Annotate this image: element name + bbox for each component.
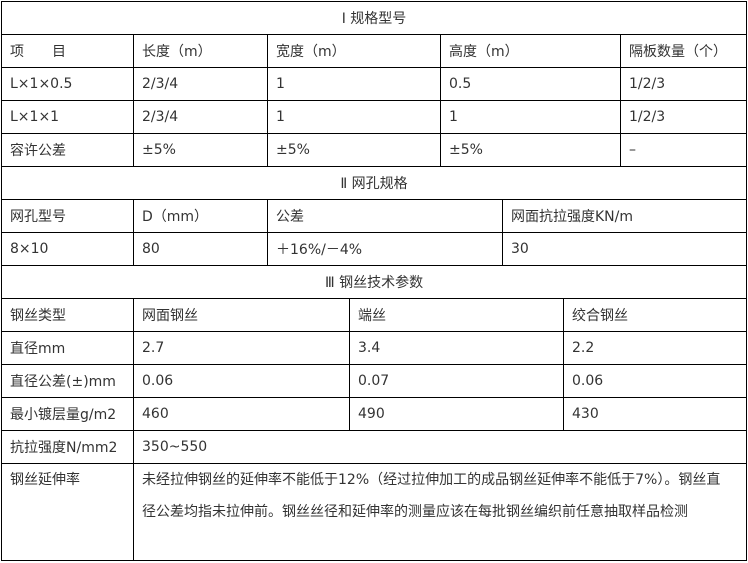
cell: 490 [349,397,564,431]
table-row: 最小镀层量g/m2 460 490 430 [1,397,748,431]
cell: 2/3/4 [133,100,268,134]
cell: ±5% [440,133,621,167]
header-cell: 绞合钢丝 [562,298,748,332]
cell: 8×10 [1,232,134,266]
cell: 2/3/4 [133,67,268,101]
cell: 最小镀层量g/m2 [1,397,134,431]
header-cell: 公差 [267,199,503,233]
table-row: 8×10 80 ＋16%/－4% 30 [1,232,748,266]
header-cell: 网面抗拉强度KN/m [501,199,748,233]
section-title: Ⅰ 规格型号 [0,1,748,35]
header-cell: 长度（m） [133,34,268,68]
cell: 2.7 [133,331,350,365]
elongation-label: 钢丝延伸率 [1,463,134,561]
table-row: 容许公差 ±5% ±5% ±5% – [1,133,748,167]
table-row: 直径公差(±)mm 0.06 0.07 0.06 [1,364,748,398]
spec-table-section-2: Ⅱ 网孔规格 网孔型号 D（mm） 公差 网面抗拉强度KN/m 8×10 80 … [0,167,748,266]
cell: 0.06 [562,364,748,398]
cell: 2.2 [562,331,748,365]
cell: L×1×0.5 [1,67,134,101]
section-title-row: Ⅲ 钢丝技术参数 [0,266,748,299]
header-cell: 钢丝类型 [1,298,134,332]
cell: 1 [267,67,441,101]
spec-table-section-3: Ⅲ 钢丝技术参数 钢丝类型 网面钢丝 端丝 绞合钢丝 直径mm 2.7 3.4 … [0,266,748,561]
table-row: 抗拉强度N/mm2 350~550 [1,430,748,464]
section-title-row: Ⅰ 规格型号 [0,1,748,35]
elongation-value: 未经拉伸钢丝的延伸率不能低于12%（经过拉伸加工的成品钢丝延伸率不能低于7%）。… [132,463,748,561]
section-title: Ⅲ 钢丝技术参数 [0,266,748,299]
cell: 1/2/3 [619,67,748,101]
cell: 0.5 [440,67,621,101]
cell: 1 [267,100,441,134]
cell: 1 [440,100,621,134]
tensile-value: 350~550 [132,430,748,464]
cell: 3.4 [349,331,564,365]
cell: 1/2/3 [619,100,748,134]
table-row: 钢丝延伸率 未经拉伸钢丝的延伸率不能低于12%（经过拉伸加工的成品钢丝延伸率不能… [1,463,748,561]
section-title-row: Ⅱ 网孔规格 [0,167,748,200]
cell: L×1×1 [1,100,134,134]
header-cell: 网孔型号 [1,199,134,233]
header-cell: 项 目 [1,34,134,68]
tensile-label: 抗拉强度N/mm2 [1,430,134,464]
cell: 30 [501,232,748,266]
cell: 容许公差 [1,133,134,167]
cell: 直径公差(±)mm [1,364,134,398]
header-cell: 隔板数量（个） [619,34,748,68]
header-cell: 网面钢丝 [133,298,350,332]
header-cell: D（mm） [133,199,268,233]
cell: 直径mm [1,331,134,365]
spec-table-section-1: Ⅰ 规格型号 项 目 长度（m） 宽度（m） 高度（m） 隔板数量（个） L×1… [0,1,748,167]
table-header-row: 网孔型号 D（mm） 公差 网面抗拉强度KN/m [1,199,748,233]
table-header-row: 钢丝类型 网面钢丝 端丝 绞合钢丝 [1,298,748,332]
cell: 430 [562,397,748,431]
cell: ±5% [267,133,441,167]
cell: ＋16%/－4% [267,232,503,266]
table-row: 直径mm 2.7 3.4 2.2 [1,331,748,365]
header-cell: 宽度（m） [267,34,441,68]
header-cell: 高度（m） [440,34,621,68]
table-header-row: 项 目 长度（m） 宽度（m） 高度（m） 隔板数量（个） [1,34,748,68]
header-cell: 端丝 [349,298,564,332]
cell: 0.06 [133,364,350,398]
cell: ±5% [133,133,268,167]
cell: 460 [133,397,350,431]
section-title: Ⅱ 网孔规格 [0,167,748,200]
cell: 80 [133,232,268,266]
table-row: L×1×0.5 2/3/4 1 0.5 1/2/3 [1,67,748,101]
cell: 0.07 [349,364,564,398]
table-row: L×1×1 2/3/4 1 1 1/2/3 [1,100,748,134]
cell: – [619,133,748,167]
